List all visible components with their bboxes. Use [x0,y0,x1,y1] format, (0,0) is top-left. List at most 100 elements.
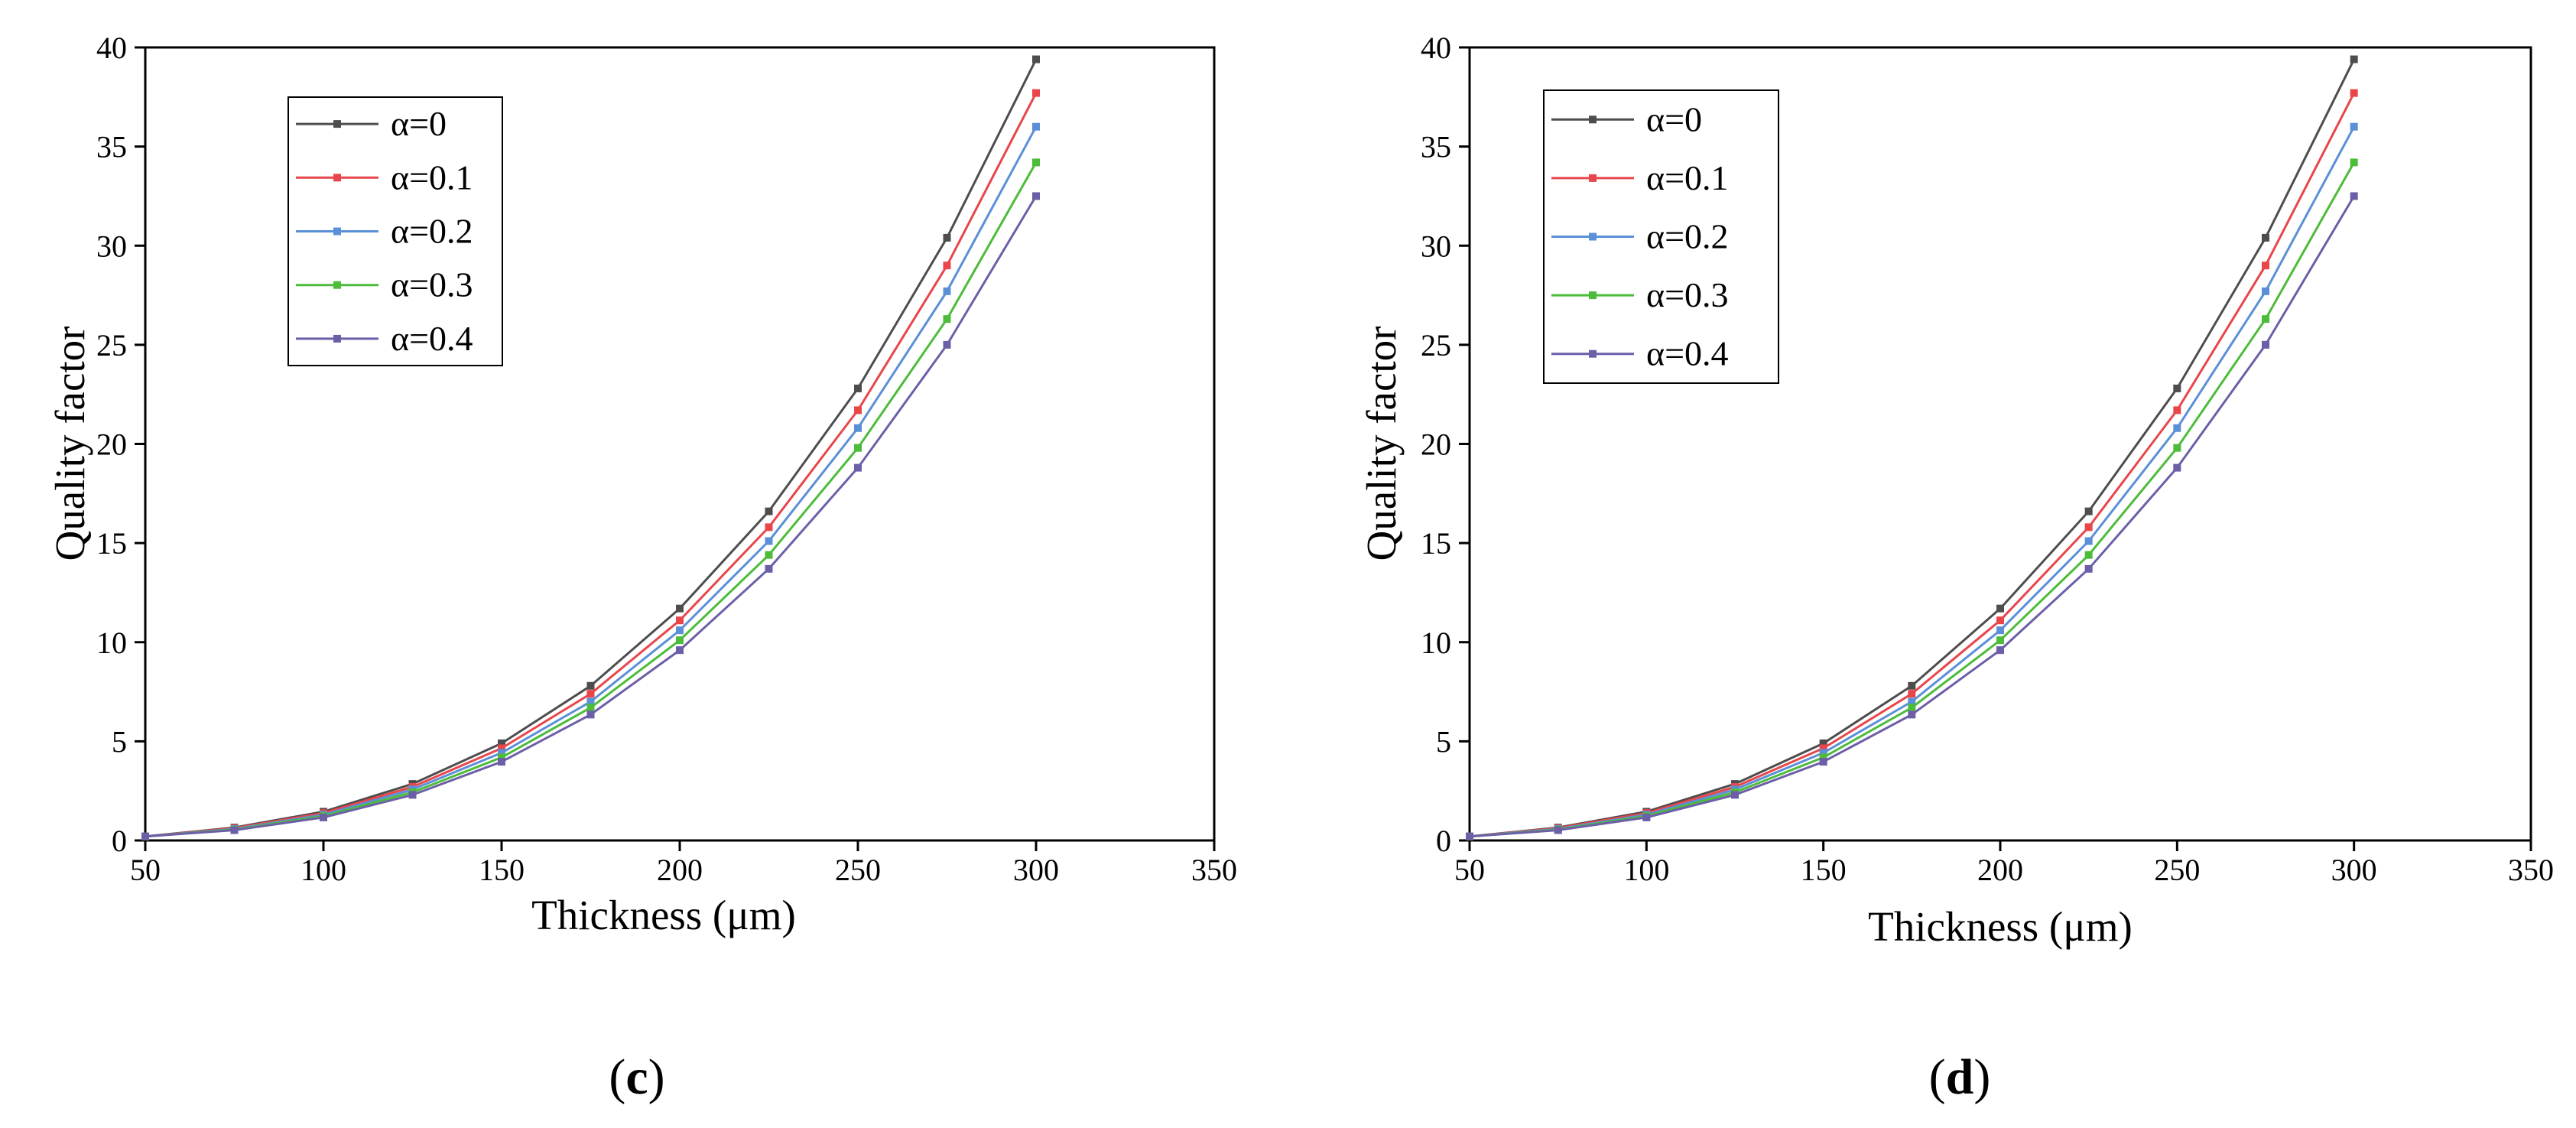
y-tick-label: 0 [1436,824,1451,858]
data-point [2084,564,2093,573]
data-point [1642,813,1651,821]
legend: α=0 α=0.1 α=0.2 α=0.3 α=0.4 [1543,89,1779,384]
data-point [1554,826,1562,834]
data-point [1908,704,1916,712]
x-tick-label: 50 [130,853,161,887]
data-point [854,424,862,432]
y-tick-label: 35 [96,130,127,164]
data-point [1032,122,1040,131]
legend-label-3: α=0.3 [391,265,473,304]
data-point [676,626,684,635]
panel-label-close: ) [1973,1049,1990,1105]
data-point [1908,710,1916,719]
chart-panel-c: 50 100 150 200 250 300 350 0 5 10 15 20 25 30 35 40 Thic… [47,31,1237,1105]
x-tick-label: 300 [2331,853,2377,887]
data-point [498,744,505,753]
x-tick-label: 100 [1623,853,1669,887]
data-point [498,758,505,766]
legend-label-1: α=0.1 [1646,158,1729,197]
data-point [141,832,149,840]
data-point [943,340,951,349]
x-tick-label: 200 [657,853,703,887]
panel-label-open: ( [609,1049,625,1105]
data-point [1908,690,1916,698]
data-point [1819,739,1827,747]
x-tick-label: 350 [1191,853,1237,887]
legend-marker-3 [1589,291,1597,300]
data-point [498,753,505,762]
data-point [2262,340,2269,349]
y-tick-label: 30 [1421,229,1451,263]
data-point [586,697,595,706]
data-point [2350,158,2358,167]
legend-label-2: α=0.2 [391,212,473,251]
data-point [1819,749,1827,757]
data-point [2262,233,2269,242]
y-axis-title: Quality factor [47,327,93,561]
data-point [1032,89,1040,97]
legend-marker-3 [333,281,341,289]
y-tick-label: 10 [1421,626,1451,660]
legend-label-0: α=0 [1646,99,1702,138]
y-tick-label: 40 [1421,31,1451,65]
data-point [586,681,595,690]
legend-label-4: α=0.4 [1646,334,1729,373]
y-tick-label: 30 [96,229,127,263]
data-point [2350,192,2358,200]
data-point [2084,551,2093,559]
y-tick-label: 0 [112,824,127,858]
x-tick-label: 250 [835,853,881,887]
data-point [2262,287,2269,295]
legend-label-1: α=0.1 [391,158,473,197]
legend-label-4: α=0.4 [391,319,473,358]
data-point [2084,537,2093,545]
x-tick-label: 100 [300,853,346,887]
series-line-2 [145,125,1038,838]
y-tick-label: 20 [96,427,127,462]
legend-label-0: α=0 [391,104,447,143]
y-tick-label: 40 [96,31,127,65]
y-tick-label: 25 [96,328,127,362]
legend-marker-4 [333,334,341,343]
data-point [676,636,684,645]
x-tick-label: 50 [1454,853,1485,887]
legend-marker-0 [1589,115,1597,124]
data-point [765,507,773,515]
y-axis-title: Quality factor [1358,327,1405,561]
y-tick-label: 10 [96,626,127,660]
data-point [1908,681,1916,690]
panel-label-close: ) [648,1049,665,1105]
data-point [1908,697,1916,706]
data-point [408,791,417,799]
data-point [2350,55,2358,63]
data-point [2173,406,2181,414]
panel-label: (d) [1929,1049,1991,1105]
data-point [2084,507,2093,515]
y-tick-label: 35 [1421,130,1451,164]
data-point [586,704,595,712]
data-point [1996,604,2004,613]
data-point [2350,122,2358,131]
legend-marker-4 [1589,349,1597,358]
data-point [2350,89,2358,97]
data-point [943,262,951,270]
data-point [854,384,862,392]
panel-label-open: ( [1929,1049,1946,1105]
data-point [854,406,862,414]
data-point [1996,616,2004,625]
x-axis-title: Thickness (μm) [531,892,796,938]
x-tick-label: 350 [2508,853,2554,887]
data-point [1996,626,2004,635]
legend-label-2: α=0.2 [1646,217,1729,256]
data-point [2262,262,2269,270]
series-line-1 [145,92,1038,838]
chart-panel-d: 50 100 150 200 250 300 350 0 5 10 15 20 25 30 35 40 Thic… [1358,31,2554,1105]
data-point [1731,791,1739,799]
data-point [230,826,239,834]
legend-marker-0 [333,120,341,128]
data-point [586,710,595,719]
y-tick-label: 20 [1421,427,1451,462]
panel-label-letter: c [625,1049,648,1105]
x-tick-label: 250 [2154,853,2200,887]
legend-label-3: α=0.3 [1646,275,1729,314]
